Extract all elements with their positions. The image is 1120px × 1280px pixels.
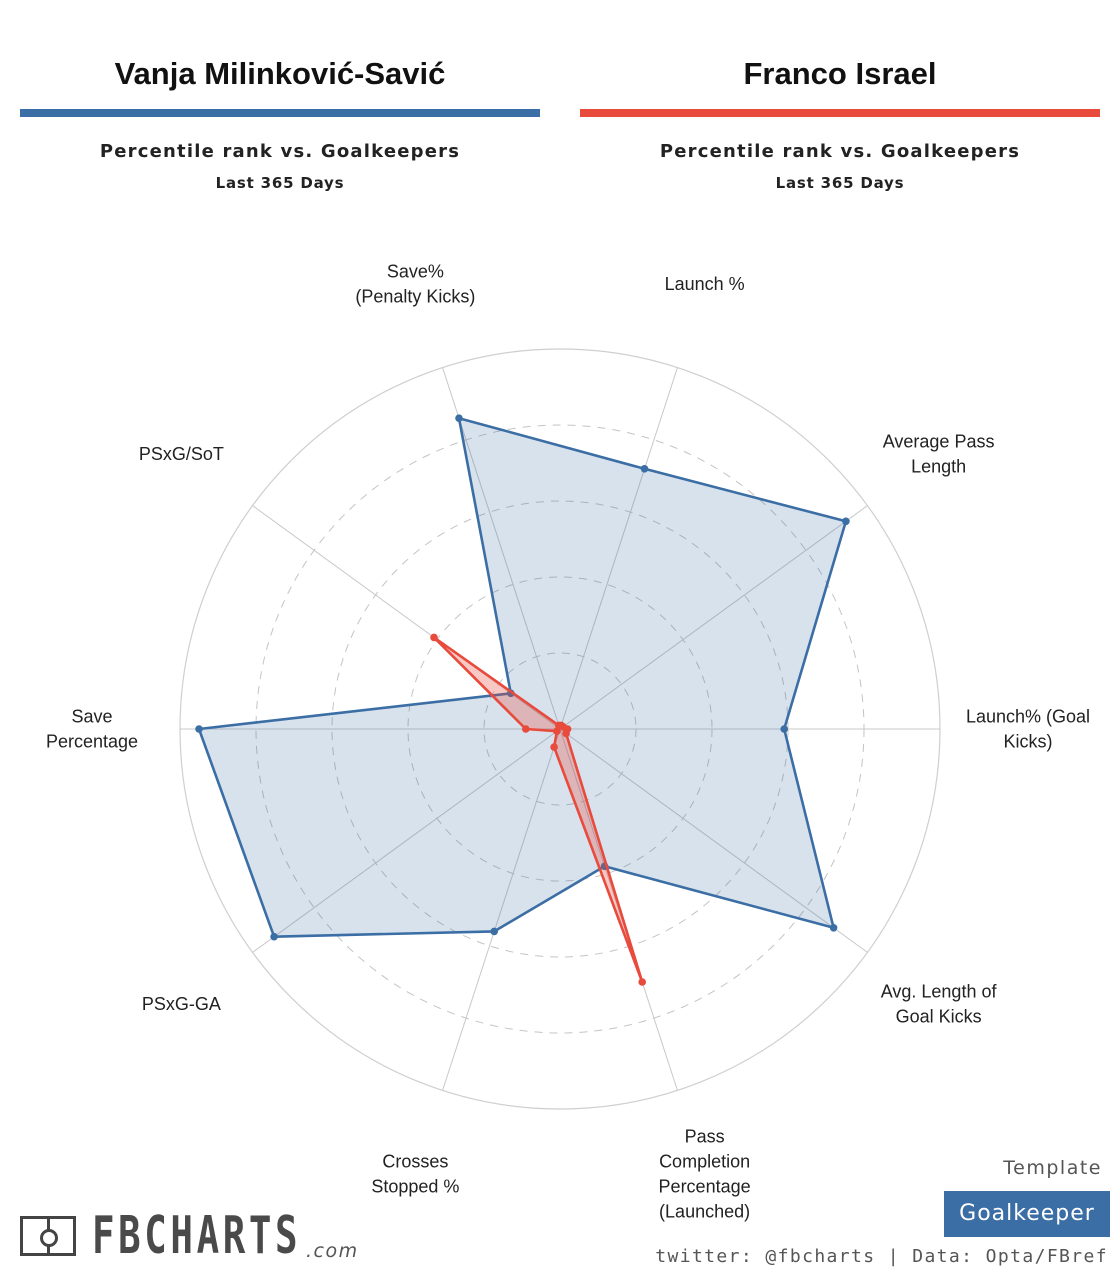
series-2-point-8 [522, 725, 530, 733]
player-2-color-bar [580, 109, 1100, 117]
logo-suffix: .com [306, 1240, 359, 1262]
series-1-point-2 [842, 517, 850, 526]
series-1-point-6 [490, 927, 499, 936]
axis-label-3: Launch% (Goal Kicks) [966, 707, 1090, 752]
player-1-name: Vanja Milinković-Savić [114, 56, 446, 91]
series-1-point-4 [829, 924, 838, 932]
spoke-7 [252, 728, 561, 953]
credits-text: twitter: @fbcharts | Data: Opta/FBref [655, 1246, 1108, 1267]
player-2-period: Last 365 Days [775, 174, 905, 192]
template-label: Template [1003, 1157, 1102, 1179]
series-2-point-6 [550, 743, 558, 751]
series-1-point-7 [270, 932, 278, 941]
series-2-point-10 [555, 721, 563, 730]
axis-label-5: Pass Completion Percentage (Launched) [659, 1127, 751, 1222]
axis-label-4: Avg. Length of Goal Kicks [881, 982, 998, 1027]
spoke-2 [559, 505, 868, 730]
player-column-2: Franco Israel Percentile rank vs. Goalke… [580, 0, 1100, 192]
template-goalkeeper-button[interactable]: Goalkeeper [944, 1191, 1110, 1237]
fbcharts-logo: FBCHARTS .com [20, 1206, 360, 1266]
logo-text: FBCHARTS [92, 1206, 302, 1266]
series-1-point-10 [455, 414, 463, 423]
spoke-6 [442, 728, 561, 1091]
pitch-icon [20, 1216, 76, 1256]
player-1-subtitle: Percentile rank vs. Goalkeepers [99, 141, 461, 162]
player-1-color-bar [20, 109, 540, 117]
player-2-name: Franco Israel [743, 56, 937, 91]
axis-label-9: PSxG/SoT [139, 444, 224, 464]
axis-label-7: PSxG-GA [142, 994, 221, 1014]
axis-label-6: Crosses Stopped % [371, 1152, 459, 1197]
player-column-1: Vanja Milinković-Savić Percentile rank v… [20, 0, 540, 192]
axis-label-1: Launch % [665, 274, 745, 294]
series-1-polygon [197, 416, 848, 939]
series-2-point-7 [553, 727, 561, 735]
series-1-point-3 [780, 725, 788, 733]
axis-label-8: Save Percentage [46, 707, 138, 752]
series-1-point-1 [640, 465, 649, 473]
spoke-10 [442, 367, 561, 730]
axis-label-10: Save% (Penalty Kicks) [355, 261, 475, 306]
series-2-point-4 [562, 729, 570, 738]
player-1-period: Last 365 Days [215, 174, 345, 192]
spoke-4 [559, 728, 868, 953]
spoke-1 [559, 367, 678, 730]
player-2-subtitle: Percentile rank vs. Goalkeepers [659, 141, 1021, 162]
series-2-point-9 [430, 633, 438, 642]
series-2-point-5 [638, 978, 646, 986]
axis-label-2: Average Pass Length [883, 431, 995, 476]
series-1-point-8 [195, 725, 203, 733]
